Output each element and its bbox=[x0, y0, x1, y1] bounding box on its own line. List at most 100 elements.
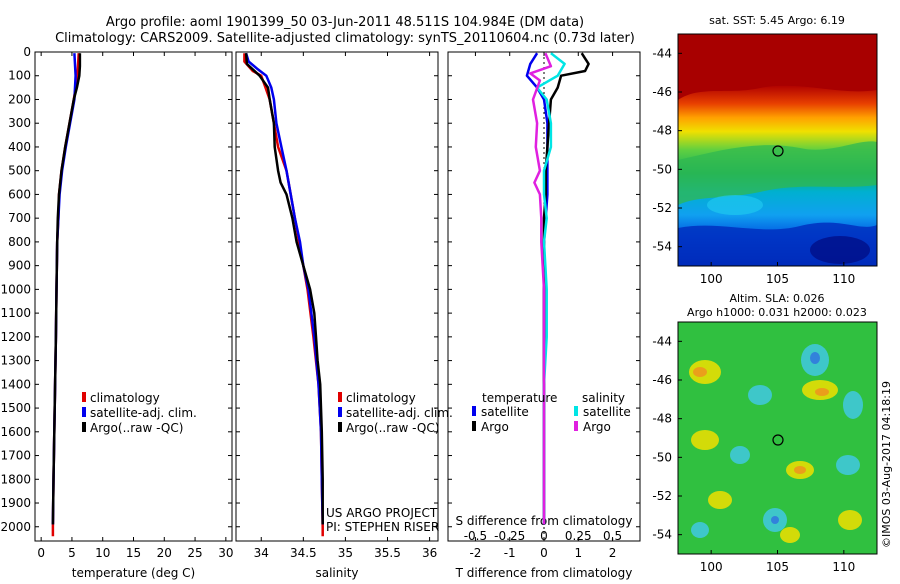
sla-highest-3 bbox=[794, 466, 806, 474]
temperature-profile-xtick-label: 15 bbox=[126, 546, 141, 560]
sla-map-panel: Altim. SLA: 0.026 Argo h1000: 0.031 h200… bbox=[652, 292, 878, 574]
difference-legend-swatch bbox=[574, 406, 578, 416]
sst-map-ytick-label: -44 bbox=[652, 46, 672, 60]
figure-title-line1: Argo profile: aoml 1901399_50 03-Jun-201… bbox=[106, 15, 584, 30]
depth-tick-label: 500 bbox=[8, 164, 31, 178]
sst-map-ytick-label: -46 bbox=[652, 85, 672, 99]
depth-tick-label: 0 bbox=[23, 45, 31, 59]
depth-tick-label: 1800 bbox=[0, 472, 31, 486]
depth-tick-label: 1900 bbox=[0, 496, 31, 510]
sst-map-xtick-label: 100 bbox=[700, 272, 723, 286]
depth-tick-label: 1100 bbox=[0, 306, 31, 320]
sla-map-ytick-label: -46 bbox=[652, 373, 672, 387]
temperature-profile-xtick-label: 30 bbox=[218, 546, 233, 560]
difference-profile-xtick-label: -1 bbox=[504, 546, 516, 560]
salinity-profile-xtick-label: 35 bbox=[338, 546, 353, 560]
salinity-profile-xtick-label: 34 bbox=[254, 546, 269, 560]
sla-lowest-1 bbox=[810, 352, 820, 364]
sst-map-xtick-label: 110 bbox=[832, 272, 855, 286]
sla-lowest-2 bbox=[771, 516, 779, 524]
depth-tick-label: 1300 bbox=[0, 354, 31, 368]
sla-high-6 bbox=[838, 510, 862, 530]
depth-tick-label: 400 bbox=[8, 140, 31, 154]
figure-title-line2: Climatology: CARS2009. Satellite-adjuste… bbox=[55, 31, 635, 46]
s-tick-label: -0.5 bbox=[464, 529, 487, 543]
sla-lowest bbox=[771, 352, 820, 524]
difference-legend-swatch bbox=[472, 421, 476, 431]
temperature-profile-series-argo-raw-qc- bbox=[51, 53, 82, 525]
salinity-profile-legend-label: Argo(..raw -QC) bbox=[346, 421, 439, 435]
salinity-profile-series-argo-raw-qc- bbox=[244, 53, 324, 525]
temperature-profile-legend-label: Argo(..raw -QC) bbox=[90, 421, 183, 435]
sst-map-ytick-label: -54 bbox=[652, 240, 672, 254]
temperature-profile-xtick-label: 25 bbox=[187, 546, 202, 560]
salinity-profile-legend-label: climatology bbox=[346, 391, 416, 405]
difference-profile-xtick-label: -2 bbox=[469, 546, 481, 560]
sla-map-ticks: 100 105 110 -44 -46 -48 -50 -52 -54 bbox=[652, 334, 855, 574]
sst-map-ytick-label: -48 bbox=[652, 124, 672, 138]
temperature-panel: 0 5 10 15 20 25 300100200300400500600700800900… bbox=[0, 45, 233, 580]
salinity-profile-xtick-label: 36 bbox=[422, 546, 437, 560]
sla-map-ytick-label: -52 bbox=[652, 489, 672, 503]
depth-tick-label: 1000 bbox=[0, 282, 31, 296]
salinity-profile-xtick-label: 35.5 bbox=[374, 546, 401, 560]
difference-profile-xtick-label: 1 bbox=[574, 546, 582, 560]
difference-legend-swatch bbox=[472, 406, 476, 416]
depth-tick-label: 2000 bbox=[0, 520, 31, 534]
sla-highest-1 bbox=[693, 367, 707, 377]
sla-highest-2 bbox=[815, 388, 829, 396]
s-tick-label: 0.25 bbox=[565, 529, 592, 543]
temperature-profile-frame bbox=[34, 51, 233, 542]
difference-profile-series-s-argo bbox=[529, 52, 553, 525]
sla-map-title-line2: Argo h1000: 0.031 h2000: 0.023 bbox=[687, 306, 867, 319]
sst-map-ytick-label: -52 bbox=[652, 201, 672, 215]
sla-highs bbox=[689, 360, 862, 543]
salinity-profile-xtick-label: 34.5 bbox=[290, 546, 317, 560]
difference-legend-label: Argo bbox=[481, 420, 509, 434]
temperature-profile-xlabel: temperature (deg C) bbox=[72, 566, 195, 580]
difference-profile-xtick-label: 0 bbox=[540, 546, 548, 560]
sla-low-5 bbox=[836, 455, 860, 475]
temperature-profile-legend-label: satellite-adj. clim. bbox=[90, 406, 197, 420]
salinity-profile-xlabel: salinity bbox=[315, 566, 358, 580]
depth-tick-label: 800 bbox=[8, 235, 31, 249]
depth-tick-label: 1600 bbox=[0, 425, 31, 439]
salinity-panel: 34 34.5 35 35.5 36 salinity climatologysatelli… bbox=[235, 51, 453, 580]
sla-map-xtick-label: 105 bbox=[766, 560, 789, 574]
sla-highest bbox=[693, 367, 829, 474]
depth-tick-label: 900 bbox=[8, 259, 31, 273]
s-tick-label: 0.5 bbox=[603, 529, 622, 543]
sst-map-ticks: 100 105 110 -44 -46 -48 -50 -52 -54 bbox=[652, 46, 855, 286]
depth-tick-label: 700 bbox=[8, 211, 31, 225]
sst-map-xtick-label: 105 bbox=[766, 272, 789, 286]
sla-low-2 bbox=[748, 385, 772, 405]
temperature-profile-legend-swatch bbox=[82, 422, 86, 432]
temperature-profile-xtick-label: 10 bbox=[95, 546, 110, 560]
legend-title-temperature: temperature bbox=[482, 391, 557, 405]
temperature-profile-legend-swatch bbox=[82, 407, 86, 417]
difference-legend-label: satellite bbox=[583, 405, 631, 419]
sst-green-band bbox=[678, 141, 877, 205]
sla-map-ytick-label: -44 bbox=[652, 334, 672, 348]
sst-cold-eddy bbox=[810, 236, 870, 264]
sla-high-7 bbox=[780, 527, 800, 543]
sla-map-ytick-label: -50 bbox=[652, 450, 672, 464]
sla-map-xtick-label: 110 bbox=[832, 560, 855, 574]
depth-tick-label: 1500 bbox=[0, 401, 31, 415]
sla-low-3 bbox=[843, 391, 863, 419]
salinity-profile-series-satellite-adj-clim- bbox=[244, 52, 324, 525]
difference-legend-label: satellite bbox=[481, 405, 529, 419]
temperature-profile-legend-swatch bbox=[82, 392, 86, 402]
s-tick-label: -0.25 bbox=[494, 529, 525, 543]
salinity-profile-legend-swatch bbox=[338, 422, 342, 432]
project-annotation: US ARGO PROJECT bbox=[326, 506, 438, 520]
salinity-profile-legend-label: satellite-adj. clim. bbox=[346, 406, 453, 420]
sla-low-7 bbox=[691, 522, 709, 538]
sla-map-title-line1: Altim. SLA: 0.026 bbox=[729, 292, 824, 305]
depth-tick-label: 1400 bbox=[0, 377, 31, 391]
salinity-profile-legend-swatch bbox=[338, 407, 342, 417]
legend-title-salinity: salinity bbox=[582, 391, 625, 405]
temperature-profile-xtick-label: 20 bbox=[157, 546, 172, 560]
